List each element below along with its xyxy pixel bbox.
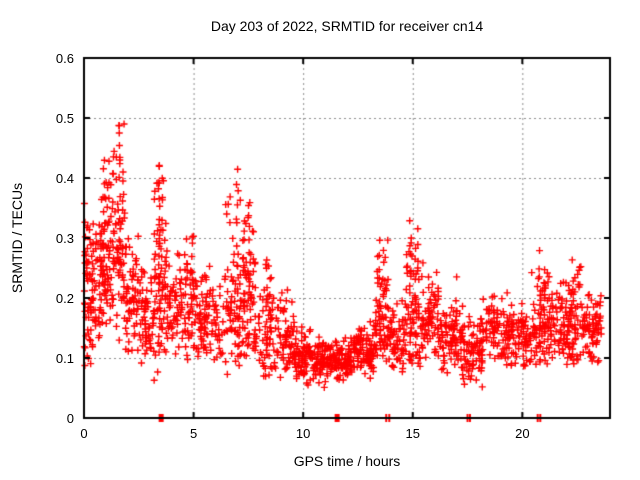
x-tick-label: 10 <box>295 426 311 441</box>
y-tick-label: 0.2 <box>55 291 74 306</box>
x-axis-title: GPS time / hours <box>293 453 401 469</box>
x-tick-label: 15 <box>405 426 420 441</box>
chart-title: Day 203 of 2022, SRMTID for receiver cn1… <box>210 18 484 34</box>
y-tick-label: 0.4 <box>55 171 74 186</box>
y-tick-label: 0.1 <box>55 351 74 366</box>
y-tick-label: 0.6 <box>55 51 74 66</box>
y-tick-label: 0.3 <box>55 231 74 246</box>
y-tick-label: 0.5 <box>55 111 74 126</box>
x-tick-label: 0 <box>80 426 88 441</box>
x-tick-label: 20 <box>515 426 530 441</box>
y-tick-label: 0 <box>66 411 74 426</box>
x-tick-label: 5 <box>189 426 198 441</box>
